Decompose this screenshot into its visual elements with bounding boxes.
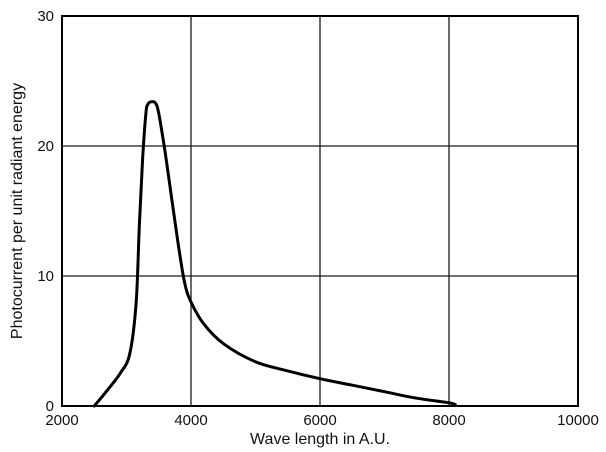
x-tick-labels: 2000 4000 6000 8000 10000 [45,412,599,429]
x-tick-label: 10000 [557,412,599,429]
x-tick-label: 4000 [174,412,207,429]
y-tick-labels: 0 10 20 30 [37,8,54,415]
x-axis-label: Wave length in A.U. [250,431,390,448]
y-tick-label: 0 [46,398,54,415]
series-line [92,100,457,408]
y-tick-label: 30 [37,8,54,25]
plot-frame [61,15,579,407]
series-layer [92,100,457,408]
x-tick-label: 2000 [45,412,78,429]
y-axis-label: Photocurrent per unit radiant energy [9,83,26,339]
x-tick-label: 6000 [303,412,336,429]
y-tick-label: 10 [37,268,54,285]
x-tick-label: 8000 [432,412,465,429]
y-tick-label: 20 [37,138,54,155]
chart-grid [62,16,578,406]
